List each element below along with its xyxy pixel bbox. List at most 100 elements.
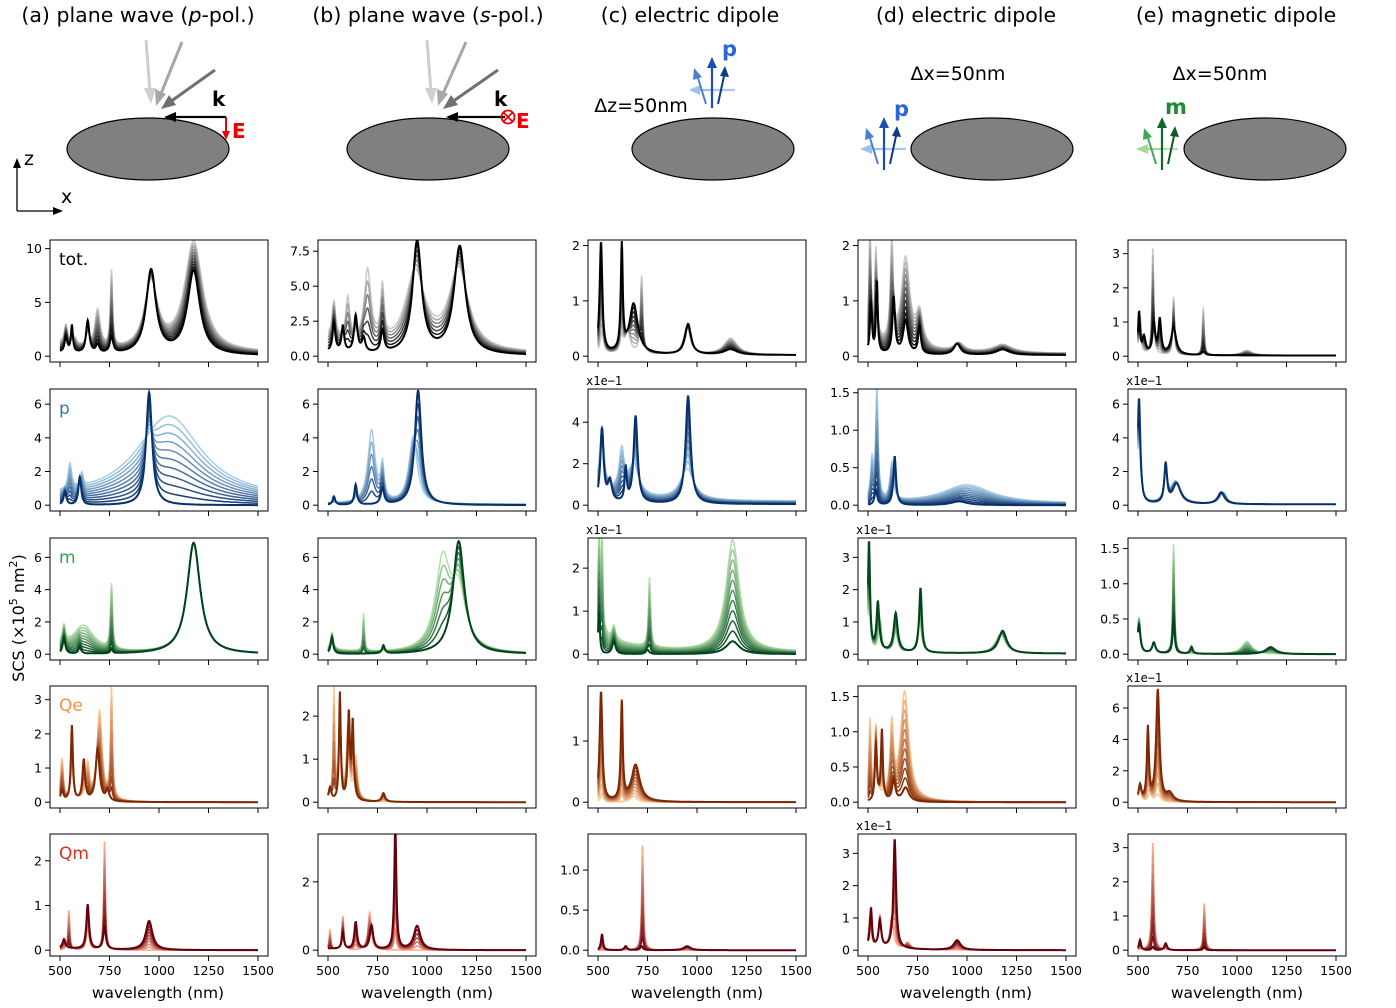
- x-tick-label: 1000: [681, 963, 713, 978]
- series-group: [59, 686, 258, 804]
- series-line: [867, 541, 1066, 655]
- x-tick-label: 1250: [731, 963, 763, 978]
- series-line: [597, 579, 796, 654]
- series-group: [327, 686, 526, 804]
- y-tick-label: 2: [1112, 280, 1120, 295]
- series-line: [327, 389, 526, 506]
- y-tick-label: 2: [34, 464, 42, 479]
- y-tick-label: 2: [572, 561, 580, 576]
- row-label-Qm: Qm: [59, 844, 89, 864]
- y-tick-label: 1: [842, 614, 850, 629]
- coordinate-axes-glyph: z x: [13, 148, 72, 215]
- series-line: [867, 280, 1066, 356]
- series-line: [327, 691, 526, 804]
- y-tick-label: 2: [572, 238, 580, 253]
- series-line: [59, 415, 259, 496]
- x-tick-label: 1250: [193, 963, 225, 978]
- y-tick-label: 2.5: [290, 314, 310, 329]
- y-tick-label: 4: [572, 415, 580, 430]
- series-line: [867, 839, 1066, 952]
- series-group: [59, 541, 259, 655]
- row-label-Qe: Qe: [59, 696, 83, 716]
- series-line: [327, 249, 527, 354]
- series-line: [597, 933, 796, 952]
- panel-d-p: 0.0 0.5 1.0 1.5: [830, 385, 1077, 516]
- y-tick-label: 0: [302, 943, 310, 958]
- y-tick-label: 3: [34, 692, 42, 707]
- series-line: [327, 265, 526, 351]
- y-tick-label: 2: [842, 582, 850, 597]
- series-group: [597, 395, 796, 505]
- y-tick-label: 4: [1112, 732, 1120, 747]
- series-line: [597, 538, 796, 651]
- x-tick-label: 500: [48, 963, 72, 978]
- series-group: [327, 539, 527, 655]
- x-tick-label: 1500: [510, 963, 542, 978]
- E-label: E: [232, 119, 246, 143]
- panel-d-m: 0 1 2 3 x1e−1: [842, 523, 1077, 665]
- series-line: [1137, 398, 1336, 506]
- column-title-d: (d) electric dipole: [876, 3, 1056, 27]
- series-line: [59, 423, 259, 493]
- y-axis-exponent: x1e−1: [1126, 671, 1162, 685]
- y-tick-label: 0.0: [560, 943, 580, 958]
- series-group: [59, 841, 258, 952]
- panel-b-Qe: 0 1 2: [302, 685, 537, 813]
- panel-b-Qm: 500 750 1000 1250 1500 0 2: [302, 833, 542, 978]
- row-label-p: p: [59, 399, 70, 419]
- series-group: [1137, 843, 1336, 952]
- series-group: [1137, 544, 1336, 656]
- series-line: [597, 538, 796, 652]
- particle-ellipse: [66, 117, 230, 181]
- y-tick-label: 0.5: [560, 903, 580, 918]
- y-tick-label: 1: [34, 761, 42, 776]
- panel-b-m: 0 2 4 6: [302, 537, 537, 665]
- dipole-p-label: p: [894, 97, 909, 121]
- y-tick-label: 0: [572, 498, 580, 513]
- x-axis-label-b: wavelength (nm): [361, 984, 493, 1002]
- y-tick-label: 2: [842, 878, 850, 893]
- panel-c-p: 0 2 4 x1e−1: [572, 374, 807, 516]
- x-tick-label: 1250: [1001, 963, 1033, 978]
- y-tick-label: 0: [1112, 795, 1120, 810]
- y-axis-exponent: x1e−1: [1126, 374, 1162, 388]
- series-line: [59, 402, 258, 501]
- y-tick-label: 0: [302, 647, 310, 662]
- y-tick-label: 0: [302, 795, 310, 810]
- series-group: [597, 240, 796, 356]
- series-line: [597, 585, 796, 654]
- series-group: [597, 538, 797, 655]
- series-group: [1137, 248, 1336, 357]
- dipole-p-label: p: [722, 37, 737, 61]
- y-tick-label: 3: [1112, 246, 1120, 261]
- y-tick-label: 4: [34, 582, 42, 597]
- panel-c-Qe: 01: [572, 685, 807, 813]
- y-tick-label: 5: [34, 295, 42, 310]
- illustration-a: k E: [66, 39, 246, 181]
- x-tick-label: 750: [366, 963, 390, 978]
- series-line: [327, 240, 526, 355]
- y-tick-label: 6: [34, 397, 42, 412]
- illustration-d: Δx=50nm p: [860, 63, 1074, 181]
- y-tick-label: 1.0: [830, 423, 850, 438]
- y-tick-label: 0: [842, 647, 850, 662]
- y-tick-label: 0: [1112, 498, 1120, 513]
- series-line: [1137, 309, 1336, 357]
- y-tick-label: 2: [302, 614, 310, 629]
- illustration-c: p Δz=50nm: [594, 37, 795, 181]
- panel-d-tot: 0 1 2: [842, 238, 1077, 367]
- y-tick-label: 1: [572, 293, 580, 308]
- y-tick-label: 5.0: [290, 279, 310, 294]
- y-tick-label: 1.0: [1100, 576, 1120, 591]
- particle-ellipse: [346, 117, 510, 181]
- panel-c-tot: 0 1 2: [572, 238, 807, 367]
- y-tick-label: 0.0: [290, 349, 310, 364]
- y-tick-label: 6: [34, 550, 42, 565]
- y-tick-label: 1: [302, 752, 310, 767]
- x-tick-label: 1250: [461, 963, 493, 978]
- series-line: [597, 611, 796, 655]
- y-tick-label: 0: [34, 943, 42, 958]
- series-line: [59, 411, 259, 498]
- series-line: [59, 406, 258, 499]
- x-tick-label: 1500: [1050, 963, 1082, 978]
